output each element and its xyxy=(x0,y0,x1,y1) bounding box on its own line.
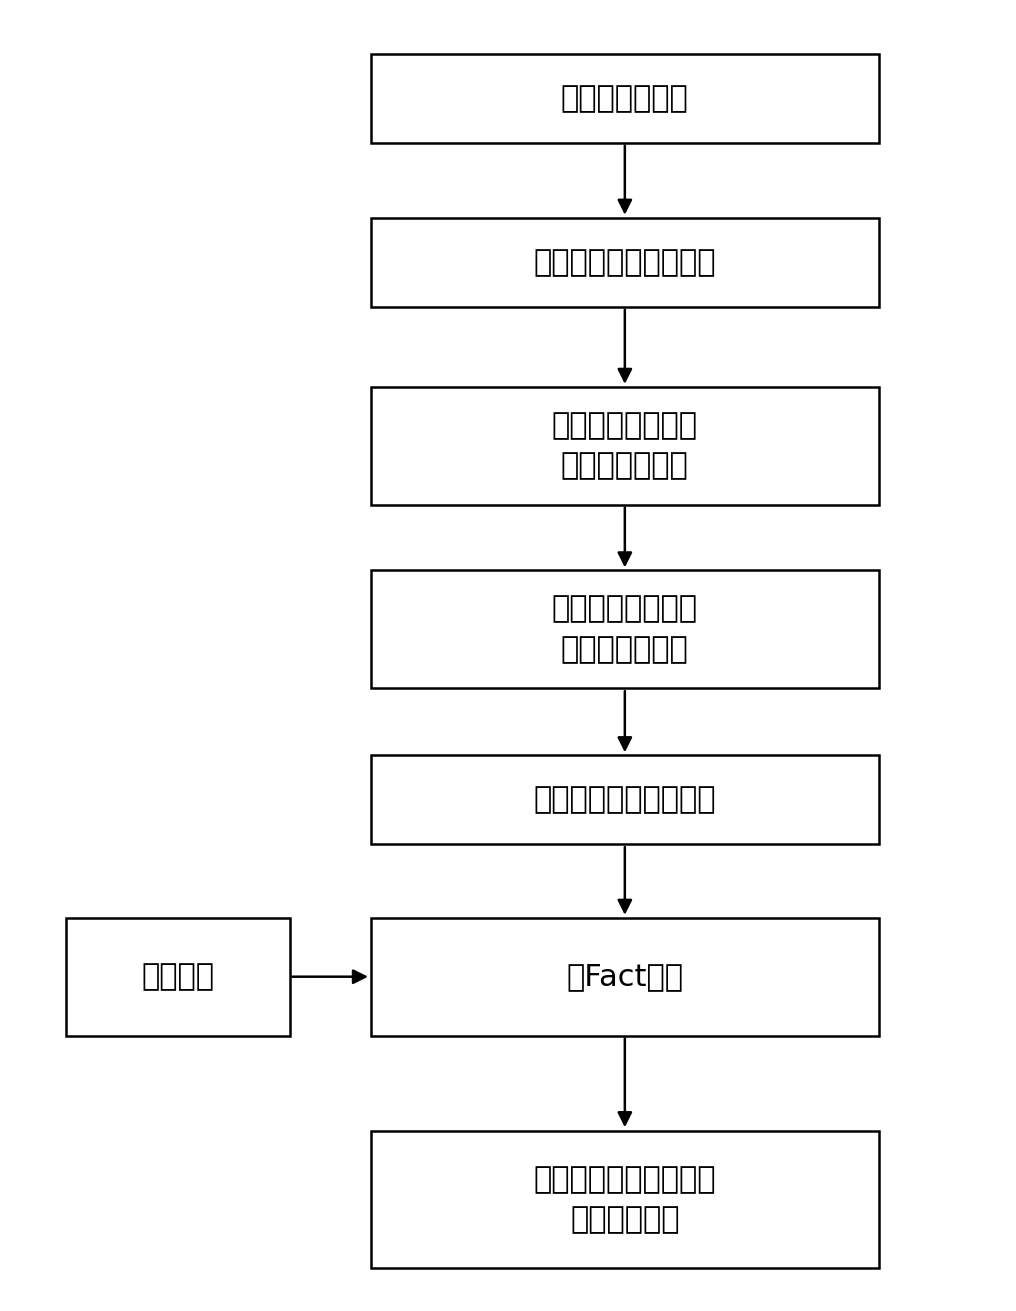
Text: 根据样条系数求变系数: 根据样条系数求变系数 xyxy=(533,785,716,814)
Text: 根据随访周期调整规则
调整随访周期: 根据随访周期调整规则 调整随访周期 xyxy=(533,1164,716,1235)
Text: 通过样条系数确定
变系数与常系数: 通过样条系数确定 变系数与常系数 xyxy=(552,410,698,481)
Text: 通过样条系数确定
常系数与零系数: 通过样条系数确定 常系数与零系数 xyxy=(552,594,698,665)
Bar xyxy=(371,755,879,844)
Bar xyxy=(371,218,879,307)
Text: 各项输入: 各项输入 xyxy=(141,962,214,991)
Bar xyxy=(371,918,879,1036)
Bar xyxy=(371,570,879,688)
Text: 定义最小二乘惩罚函数: 定义最小二乘惩罚函数 xyxy=(533,248,716,277)
Text: 定义变系数模型: 定义变系数模型 xyxy=(561,84,689,113)
Bar xyxy=(371,387,879,505)
Bar xyxy=(371,54,879,143)
Text: 求Fact评分: 求Fact评分 xyxy=(566,962,684,991)
Bar xyxy=(371,1130,879,1269)
Bar xyxy=(66,918,290,1036)
